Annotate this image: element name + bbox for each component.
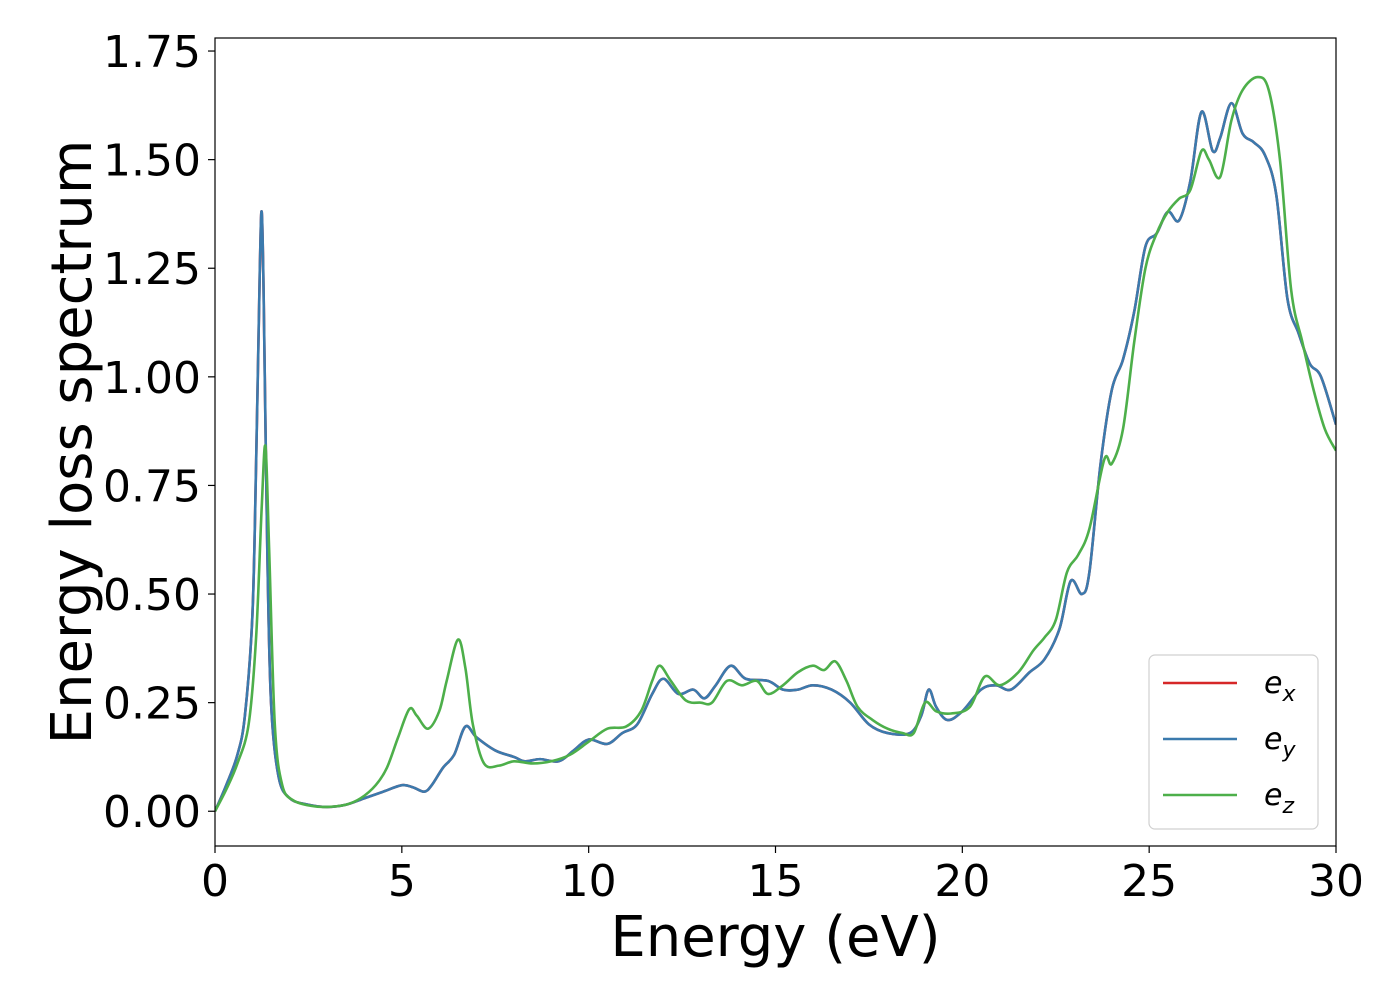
legend-label-z: ez bbox=[1264, 778, 1294, 819]
series-layer bbox=[215, 75, 1336, 812]
x-tick-label: 10 bbox=[561, 856, 617, 907]
x-tick-label: 5 bbox=[388, 856, 416, 907]
x-tick-label: 0 bbox=[201, 856, 229, 907]
y-tick-label: 1.50 bbox=[103, 136, 201, 187]
y-tick-label: 0.50 bbox=[103, 570, 201, 621]
x-axis-ticks: 0 5 10 15 20 25 30 bbox=[201, 846, 1364, 907]
x-axis-title: Energy (eV) bbox=[610, 905, 940, 970]
series-line-z bbox=[215, 75, 1336, 812]
y-axis-ticks: 0.00 0.25 0.50 0.75 1.00 1.25 1.50 1.75 bbox=[103, 27, 215, 838]
y-tick-label: 0.75 bbox=[103, 461, 201, 512]
y-tick-label: 1.75 bbox=[103, 27, 201, 78]
x-tick-label: 30 bbox=[1308, 856, 1364, 907]
legend-label-y: ey bbox=[1264, 722, 1296, 763]
y-tick-label: 0.00 bbox=[103, 787, 201, 838]
y-axis-title: Energy loss spectrum bbox=[40, 140, 105, 745]
legend-label-x: ex bbox=[1264, 666, 1296, 707]
x-tick-label: 15 bbox=[748, 856, 804, 907]
x-tick-label: 25 bbox=[1121, 856, 1177, 907]
legend: ex ey ez bbox=[1148, 654, 1319, 830]
y-tick-label: 1.00 bbox=[103, 353, 201, 404]
y-tick-label: 1.25 bbox=[103, 244, 201, 295]
y-tick-label: 0.25 bbox=[103, 679, 201, 730]
x-tick-label: 20 bbox=[934, 856, 990, 907]
legend-box bbox=[1148, 654, 1319, 830]
